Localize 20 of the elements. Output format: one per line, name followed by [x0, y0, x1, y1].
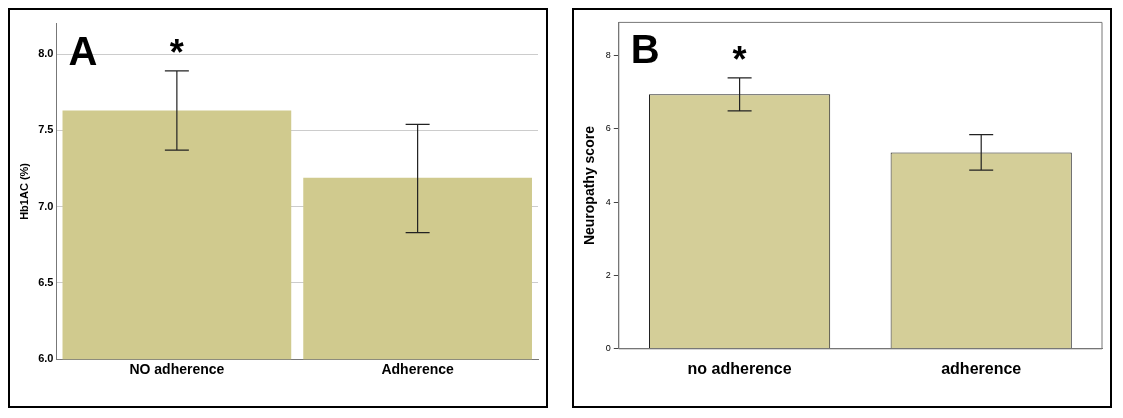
x-tick-label: adherence [941, 359, 1022, 377]
annotation: B [630, 27, 660, 72]
y-tick-label: 6.5 [38, 275, 54, 288]
y-tick-label: 7.5 [38, 123, 54, 136]
x-tick-label: no adherence [687, 359, 792, 377]
y-tick-label: 2 [605, 269, 611, 280]
x-tick-label: Adherence [381, 361, 455, 378]
annotation: * [169, 31, 184, 73]
y-tick-label: 8 [605, 49, 611, 60]
y-tick-label: 4 [605, 196, 611, 207]
x-tick-label: NO adherence [129, 361, 225, 378]
y-tick-label: 7.0 [38, 199, 54, 212]
y-tick-label: 6 [605, 123, 611, 134]
y-tick-label: 8.0 [38, 47, 54, 60]
annotation: * [732, 38, 747, 80]
annotation: A [68, 28, 98, 73]
y-tick-label: 0 [605, 343, 611, 354]
y-tick-label: 6.0 [38, 352, 54, 365]
y-axis-title: Hb1AC (%) [17, 162, 30, 220]
y-axis-title: Neuropathy score [581, 125, 598, 246]
